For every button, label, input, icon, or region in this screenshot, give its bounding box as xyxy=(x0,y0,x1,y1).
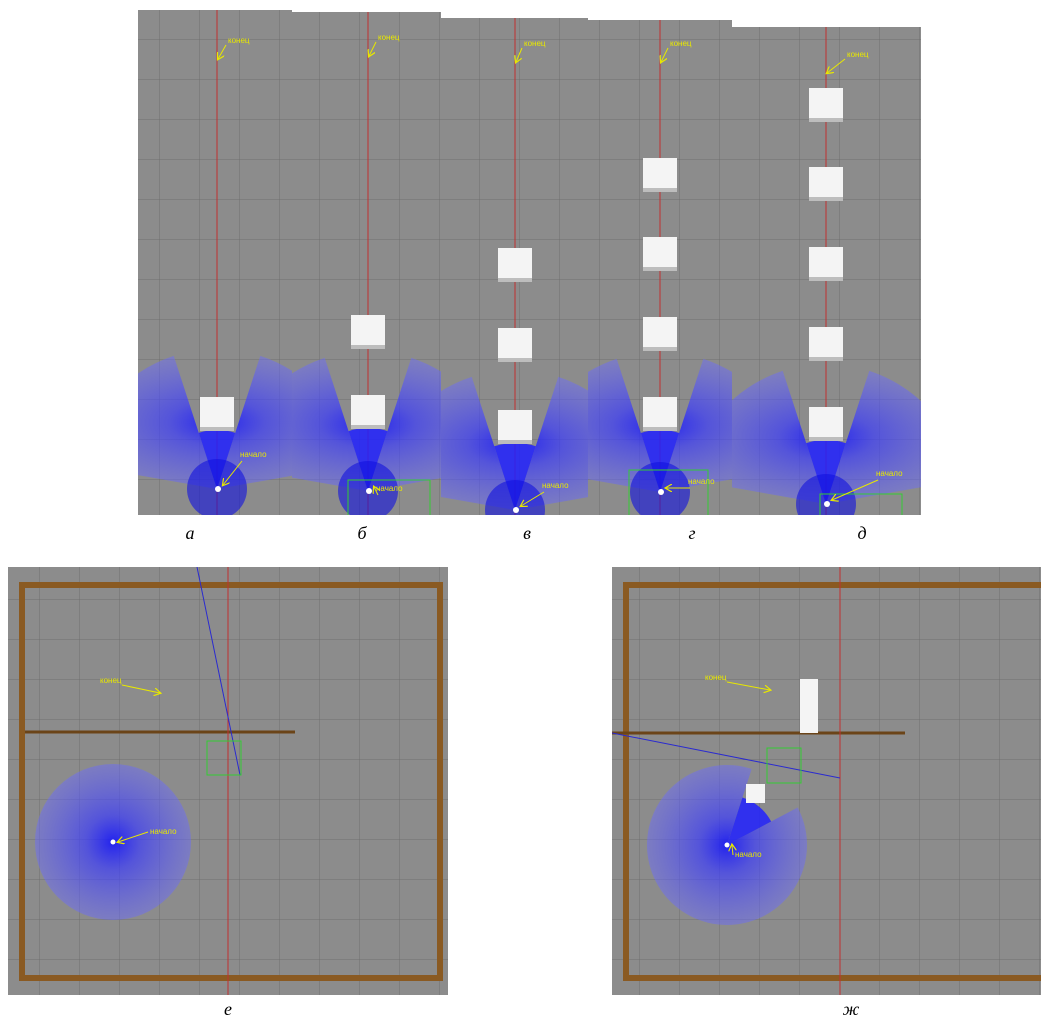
obstacle xyxy=(809,247,843,281)
obstacle-shade xyxy=(809,437,843,441)
panel-label: е xyxy=(224,999,232,1019)
obstacle xyxy=(643,317,677,351)
start-label: начало xyxy=(150,827,177,836)
obstacle xyxy=(200,397,234,431)
panel: конец начало xyxy=(612,567,1041,995)
robot xyxy=(513,507,519,513)
obstacle-shade xyxy=(351,425,385,429)
panel-label: д xyxy=(857,523,866,543)
robot xyxy=(215,486,221,492)
panel: конец начало xyxy=(8,567,448,995)
obstacle-shade xyxy=(498,440,532,444)
robot xyxy=(658,489,664,495)
start-label: начало xyxy=(376,484,403,493)
end-label: конец xyxy=(228,36,250,45)
obstacle xyxy=(809,327,843,361)
obstacle xyxy=(498,248,532,282)
start-label: начало xyxy=(876,469,903,478)
obstacle xyxy=(809,167,843,201)
obstacle-shade xyxy=(643,427,677,431)
obstacle-shade xyxy=(809,197,843,201)
obstacle-shade xyxy=(643,188,677,192)
obstacle-shade xyxy=(643,347,677,351)
end-label: конец xyxy=(670,39,692,48)
end-label: конец xyxy=(705,673,727,682)
obstacle-shade xyxy=(643,267,677,271)
obstacle xyxy=(643,397,677,431)
obstacle xyxy=(498,328,532,362)
obstacle xyxy=(498,410,532,444)
robot xyxy=(725,843,730,848)
obstacle xyxy=(643,237,677,271)
floor xyxy=(612,567,1041,995)
figure: конец начало а конец начало б конец начало в коне… xyxy=(0,0,1041,1023)
end-label: конец xyxy=(524,39,546,48)
obstacle xyxy=(643,158,677,192)
panel-label: б xyxy=(357,523,367,543)
obstacle-shade xyxy=(351,345,385,349)
start-label: начало xyxy=(688,477,715,486)
robot xyxy=(824,501,830,507)
start-label: начало xyxy=(735,850,762,859)
obstacle xyxy=(351,395,385,429)
obstacle-shade xyxy=(809,277,843,281)
obstacle-shade xyxy=(809,118,843,122)
obstacle xyxy=(746,784,765,803)
panel-label: г xyxy=(688,523,695,543)
start-label: начало xyxy=(240,450,267,459)
robot xyxy=(111,840,116,845)
panel-label: а xyxy=(186,523,195,543)
obstacle-shade xyxy=(809,357,843,361)
panel-label: ж xyxy=(843,999,860,1019)
obstacle xyxy=(800,679,818,733)
obstacle-shade xyxy=(498,278,532,282)
robot xyxy=(366,488,372,494)
obstacle-shade xyxy=(498,358,532,362)
start-label: начало xyxy=(542,481,569,490)
obstacle-shade xyxy=(200,427,234,431)
obstacle xyxy=(809,88,843,122)
obstacle xyxy=(809,407,843,441)
obstacle xyxy=(351,315,385,349)
end-label: конец xyxy=(847,50,869,59)
end-label: конец xyxy=(378,33,400,42)
end-label: конец xyxy=(100,676,122,685)
panel-label: в xyxy=(523,523,531,543)
